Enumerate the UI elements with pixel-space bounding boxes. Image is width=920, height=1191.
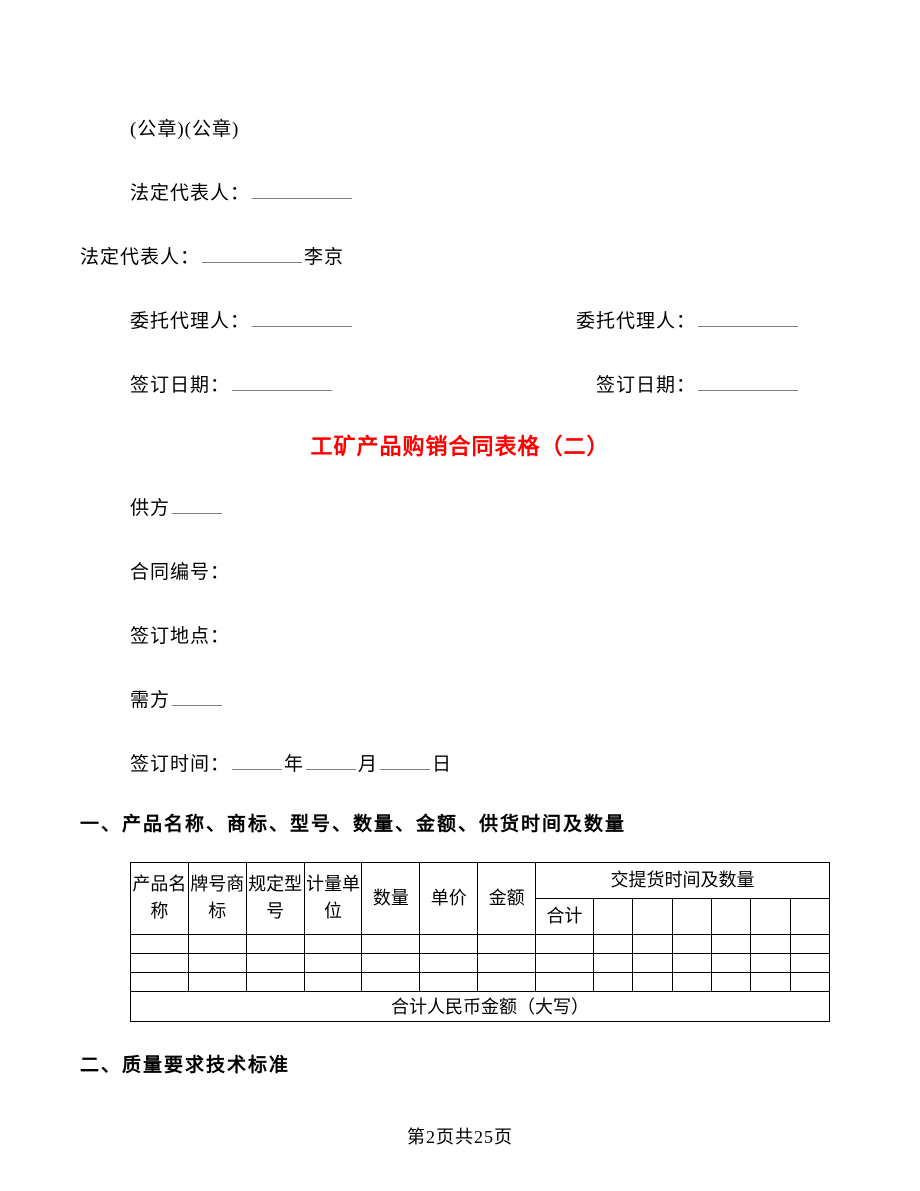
legal-rep-2-blank bbox=[202, 242, 302, 263]
col-d2 bbox=[633, 898, 672, 934]
legal-rep-2-name: 李京 bbox=[304, 247, 344, 268]
sign-date-left-label: 签订日期： bbox=[130, 375, 230, 396]
col-qty: 数量 bbox=[362, 862, 420, 934]
sign-time-prefix: 签订时间： bbox=[130, 754, 230, 775]
agent-row: 委托代理人： 委托代理人： bbox=[80, 302, 840, 342]
col-d4 bbox=[711, 898, 750, 934]
section-2-heading: 二、质量要求技术标准 bbox=[80, 1050, 840, 1077]
sign-date-right-blank bbox=[698, 370, 798, 391]
sign-date-right-label: 签订日期： bbox=[596, 375, 696, 396]
col-product-name: 产品名称 bbox=[131, 862, 189, 934]
col-amount: 金额 bbox=[478, 862, 536, 934]
col-d1 bbox=[593, 898, 632, 934]
sign-date-row: 签订日期： 签订日期： bbox=[80, 366, 840, 406]
agent-right-label: 委托代理人： bbox=[576, 311, 696, 332]
col-d3 bbox=[672, 898, 711, 934]
col-delivery-group: 交提货时间及数量 bbox=[536, 862, 830, 898]
agent-left-blank bbox=[252, 306, 352, 327]
section-1-heading: 一、产品名称、商标、型号、数量、金额、供货时间及数量 bbox=[80, 809, 840, 836]
col-price: 单价 bbox=[420, 862, 478, 934]
legal-rep-1-blank bbox=[252, 178, 352, 199]
agent-left-label: 委托代理人： bbox=[130, 311, 250, 332]
supplier-row: 供方 bbox=[80, 489, 840, 529]
page-number: 第2页共25页 bbox=[0, 1123, 920, 1149]
col-d5 bbox=[751, 898, 790, 934]
supplier-blank bbox=[172, 494, 222, 515]
agent-right-blank bbox=[698, 306, 798, 327]
legal-rep-label: 法定代表人： bbox=[130, 183, 250, 204]
sign-place-row: 签订地点： bbox=[80, 617, 840, 657]
document-title: 工矿产品购销合同表格（二） bbox=[80, 429, 840, 461]
sign-date-left-blank bbox=[232, 370, 332, 391]
month-char: 月 bbox=[358, 754, 378, 775]
col-subtotal: 合计 bbox=[536, 898, 594, 934]
legal-rep-2-row: 法定代表人： 李京 bbox=[80, 238, 840, 278]
col-brand: 牌号商标 bbox=[188, 862, 246, 934]
buyer-row: 需方 bbox=[80, 681, 840, 721]
supplier-label: 供方 bbox=[130, 498, 170, 519]
table-row bbox=[131, 953, 830, 972]
legal-rep-1-row: 法定代表人： bbox=[80, 174, 840, 214]
day-char: 日 bbox=[432, 754, 452, 775]
product-table: 产品名称 牌号商标 规定型号 计量单位 数量 单价 金额 交提货时间及数量 合计 bbox=[130, 862, 830, 1022]
col-spec: 规定型号 bbox=[246, 862, 304, 934]
total-row: 合计人民币金额（大写） bbox=[131, 991, 830, 1021]
header-row: 产品名称 牌号商标 规定型号 计量单位 数量 单价 金额 交提货时间及数量 bbox=[131, 862, 830, 898]
buyer-label: 需方 bbox=[130, 690, 170, 711]
sign-time-row: 签订时间： 年 月 日 bbox=[80, 745, 840, 785]
table-row bbox=[131, 972, 830, 991]
table-row bbox=[131, 934, 830, 953]
buyer-blank bbox=[172, 685, 222, 706]
seal-line: (公章)(公章) bbox=[80, 110, 840, 150]
legal-rep-label-2: 法定代表人： bbox=[80, 247, 200, 268]
col-unit: 计量单位 bbox=[304, 862, 362, 934]
year-blank bbox=[232, 749, 282, 770]
month-blank bbox=[306, 749, 356, 770]
day-blank bbox=[380, 749, 430, 770]
col-d6 bbox=[790, 898, 829, 934]
contract-no-row: 合同编号： bbox=[80, 553, 840, 593]
year-char: 年 bbox=[284, 754, 304, 775]
total-label-cell: 合计人民币金额（大写） bbox=[131, 991, 830, 1021]
